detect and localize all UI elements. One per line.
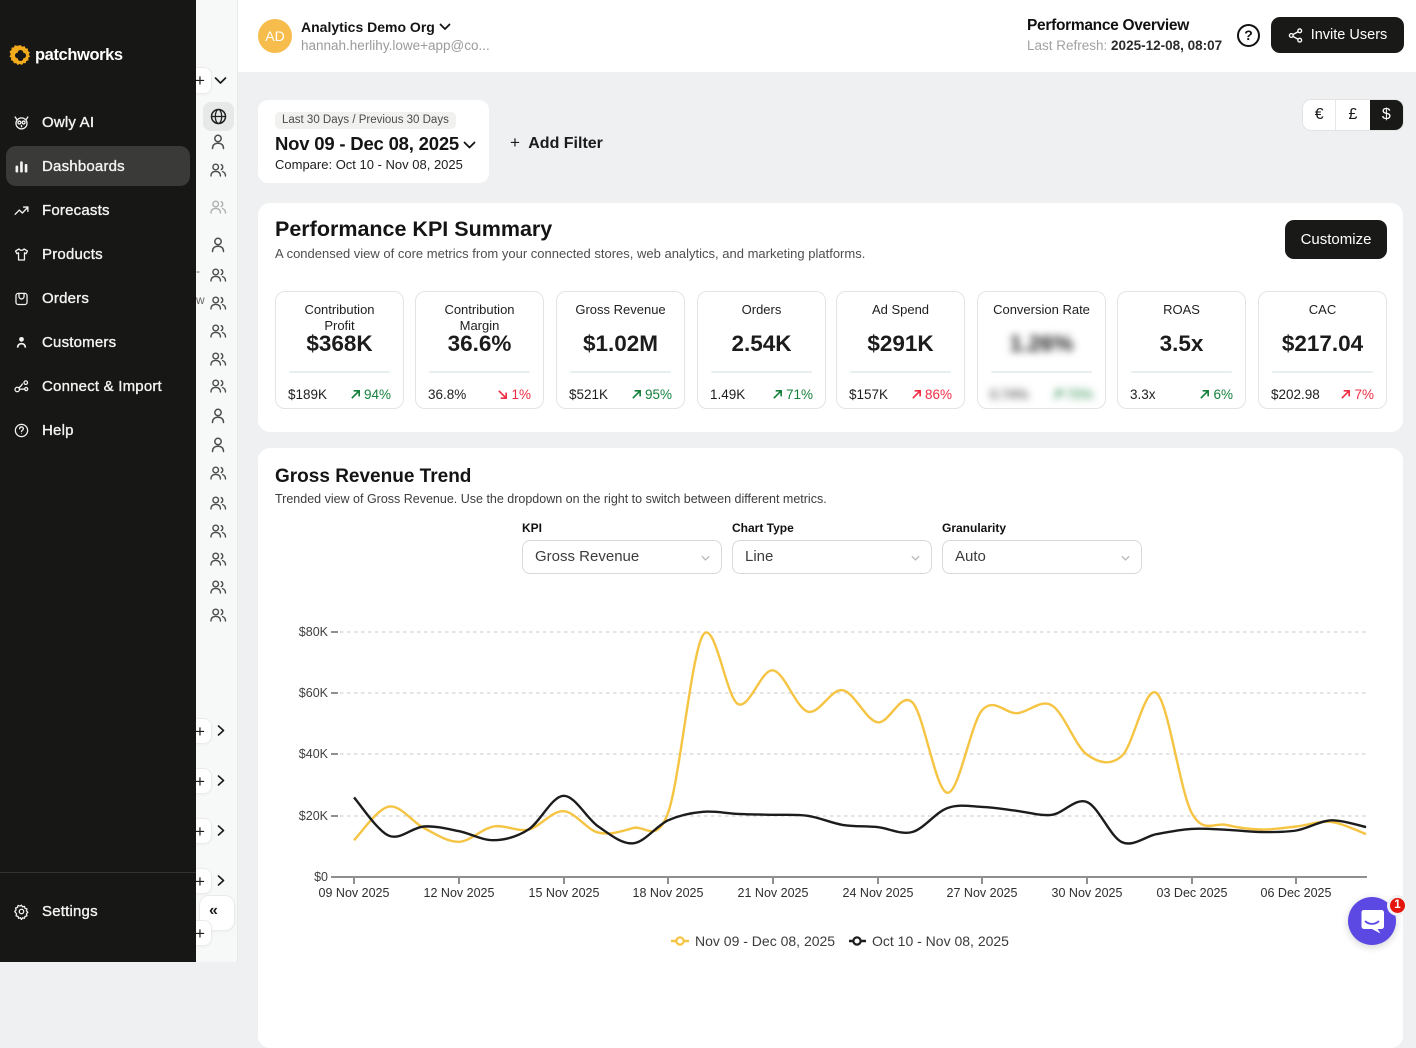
svg-text:30 Nov 2025: 30 Nov 2025 bbox=[1052, 886, 1123, 900]
svg-text:03 Dec 2025: 03 Dec 2025 bbox=[1157, 886, 1228, 900]
svg-text:12 Nov 2025: 12 Nov 2025 bbox=[424, 886, 495, 900]
svg-text:18 Nov 2025: 18 Nov 2025 bbox=[633, 886, 704, 900]
svg-text:09 Nov 2025: 09 Nov 2025 bbox=[319, 886, 390, 900]
svg-text:$80K: $80K bbox=[299, 625, 329, 639]
svg-text:24 Nov 2025: 24 Nov 2025 bbox=[843, 886, 914, 900]
svg-text:06 Dec 2025: 06 Dec 2025 bbox=[1261, 886, 1332, 900]
svg-text:15 Nov 2025: 15 Nov 2025 bbox=[529, 886, 600, 900]
svg-text:27 Nov 2025: 27 Nov 2025 bbox=[947, 886, 1018, 900]
svg-text:$0: $0 bbox=[314, 870, 328, 884]
svg-text:$40K: $40K bbox=[299, 747, 329, 761]
svg-text:Oct 10 - Nov 08, 2025: Oct 10 - Nov 08, 2025 bbox=[872, 933, 1009, 949]
svg-text:$20K: $20K bbox=[299, 809, 329, 823]
svg-text:$60K: $60K bbox=[299, 686, 329, 700]
svg-text:Nov 09 - Dec 08, 2025: Nov 09 - Dec 08, 2025 bbox=[695, 933, 835, 949]
svg-text:21 Nov 2025: 21 Nov 2025 bbox=[738, 886, 809, 900]
